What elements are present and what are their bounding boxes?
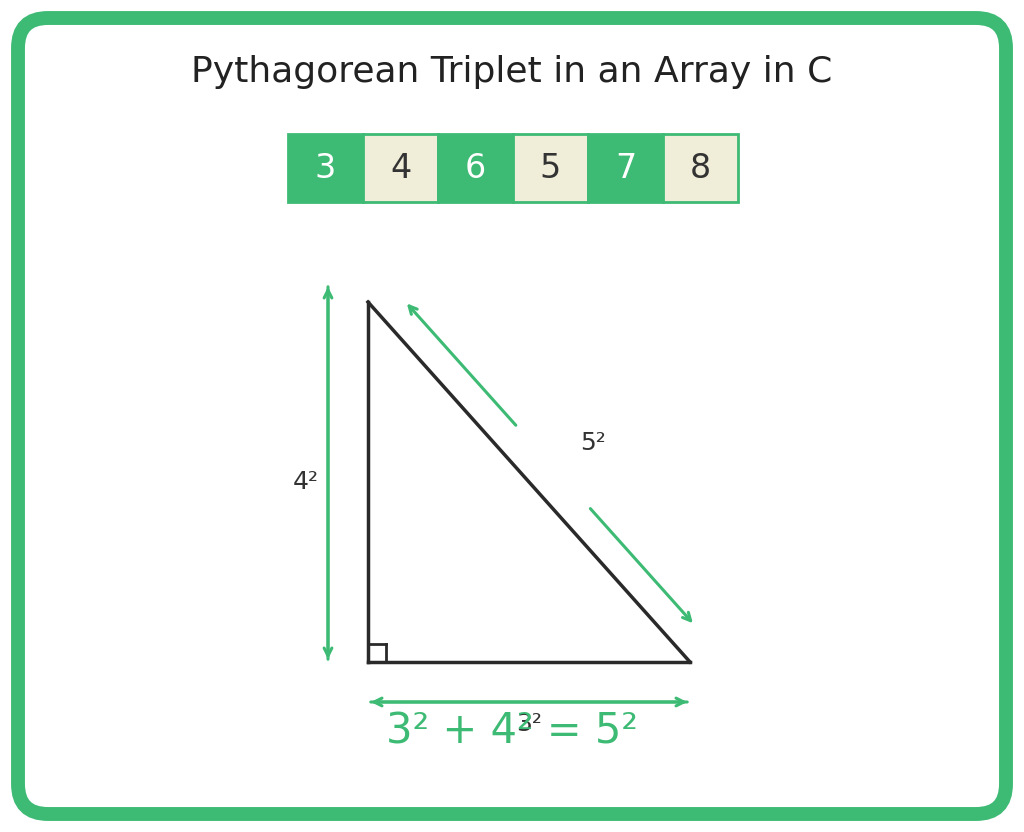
Text: 5: 5 [540, 151, 561, 185]
Text: 7: 7 [614, 151, 636, 185]
Text: 3: 3 [314, 151, 336, 185]
Text: 3²: 3² [516, 712, 542, 736]
FancyBboxPatch shape [362, 134, 438, 202]
FancyBboxPatch shape [588, 134, 663, 202]
Text: 6: 6 [465, 151, 486, 185]
FancyBboxPatch shape [288, 134, 362, 202]
FancyBboxPatch shape [663, 134, 738, 202]
FancyBboxPatch shape [513, 134, 588, 202]
Text: 4: 4 [390, 151, 411, 185]
Text: Pythagorean Triplet in an Array in C: Pythagorean Triplet in an Array in C [191, 55, 833, 89]
Text: 3² + 4² = 5²: 3² + 4² = 5² [386, 711, 638, 753]
Text: 8: 8 [690, 151, 711, 185]
FancyBboxPatch shape [438, 134, 513, 202]
Text: 5²: 5² [580, 431, 605, 455]
Text: 4²: 4² [293, 470, 319, 494]
FancyBboxPatch shape [18, 18, 1006, 814]
